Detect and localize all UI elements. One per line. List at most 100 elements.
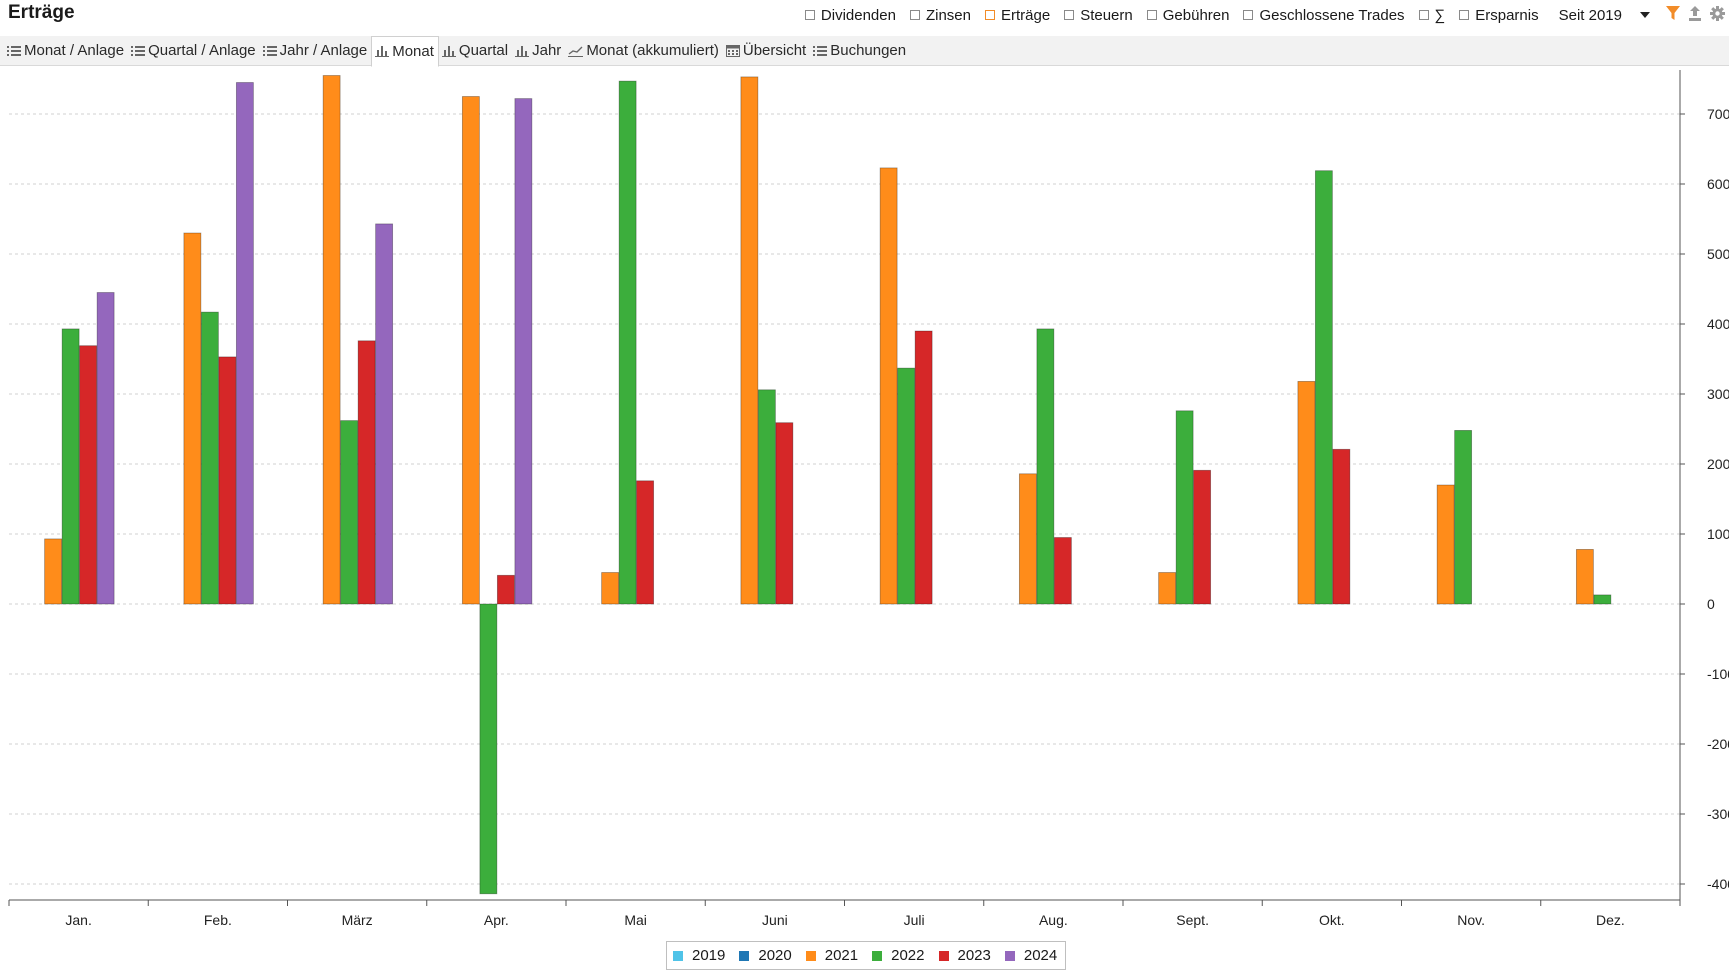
bar-2023-7[interactable]	[914, 330, 933, 605]
toggle-steuern[interactable]: Steuern	[1064, 7, 1133, 24]
toggle-ersparnis[interactable]: Ersparnis	[1459, 6, 1539, 24]
bar-2021-8[interactable]	[1018, 473, 1037, 605]
list-icon	[7, 45, 21, 56]
bar-2023-2[interactable]	[218, 356, 237, 605]
bar-2024-3[interactable]	[375, 223, 394, 605]
bar-2022-2[interactable]	[200, 311, 219, 605]
legend-item-2021[interactable]: 2021	[805, 947, 859, 964]
gear-icon[interactable]	[1710, 5, 1725, 25]
legend-item-2022[interactable]: 2022	[872, 947, 925, 964]
tab-uebersicht[interactable]: Übersicht	[723, 37, 810, 65]
tab-monat-akkumuliert[interactable]: Monat (akkumuliert)	[565, 37, 723, 65]
tab-buchungen[interactable]: Buchungen	[810, 37, 910, 65]
bar-2023-6[interactable]	[775, 422, 794, 605]
bar-2021-10[interactable]	[1297, 380, 1316, 605]
bar-2022-3[interactable]	[340, 420, 359, 605]
legend-item-2020[interactable]: 2020	[739, 947, 792, 964]
checkbox-icon[interactable]	[985, 10, 995, 20]
bar-2023-4[interactable]	[496, 574, 515, 605]
x-tick-label: Dez.	[1596, 912, 1625, 928]
bar-2022-1[interactable]	[61, 328, 80, 605]
bar-2022-9[interactable]	[1175, 410, 1194, 605]
bar-2021-11[interactable]	[1436, 484, 1455, 605]
y-tick-label: 700	[1707, 106, 1729, 122]
tab-label: Buchungen	[830, 42, 907, 59]
x-tick-label: März	[342, 912, 373, 928]
toggle-label: Dividenden	[820, 6, 896, 24]
bar-chart-icon	[375, 46, 390, 57]
bar-2024-4[interactable]	[514, 98, 533, 605]
bar-2021-12[interactable]	[1575, 548, 1594, 605]
bar-2021-1[interactable]	[44, 538, 63, 605]
bar-2023-9[interactable]	[1193, 469, 1212, 605]
x-tick-label: Feb.	[204, 912, 232, 928]
bar-2024-1[interactable]	[96, 292, 115, 605]
legend-item-2023[interactable]: 2023	[938, 947, 991, 964]
bar-2021-3[interactable]	[322, 75, 341, 605]
legend-item-2024[interactable]: 2024	[1004, 947, 1057, 964]
toggle-dividenden[interactable]: Dividenden	[804, 6, 896, 24]
period-label: Seit 2019	[1558, 6, 1622, 24]
legend-item-2019[interactable]: 2019	[673, 947, 725, 964]
bar-2021-2[interactable]	[183, 232, 202, 605]
bar-chart-icon	[441, 45, 456, 57]
toggle-ertraege[interactable]: Erträge	[985, 7, 1050, 24]
bar-2021-5[interactable]	[601, 572, 620, 605]
bar-2022-7[interactable]	[897, 367, 916, 605]
bar-2021-4[interactable]	[461, 96, 480, 605]
checkbox-icon[interactable]	[804, 10, 815, 20]
bar-2022-4[interactable]	[479, 603, 498, 895]
bar-2021-6[interactable]	[740, 76, 759, 605]
bar-2021-7[interactable]	[879, 167, 898, 605]
checkbox-icon[interactable]	[1146, 10, 1157, 20]
legend-label: 2021	[824, 947, 859, 964]
tab-jahr[interactable]: Jahr	[512, 37, 565, 65]
checkbox-icon[interactable]	[1064, 10, 1075, 20]
tab-monat[interactable]: Monat	[371, 35, 439, 67]
checkbox-icon[interactable]	[1243, 10, 1254, 20]
bar-2022-5[interactable]	[618, 80, 637, 605]
bar-2023-10[interactable]	[1332, 448, 1351, 605]
bar-2022-6[interactable]	[757, 389, 776, 605]
y-tick-label: -300	[1707, 806, 1729, 822]
checkbox-icon[interactable]	[909, 10, 920, 20]
toggle-gebuehren[interactable]: Gebühren	[1146, 7, 1229, 24]
tab-label: Monat	[392, 42, 434, 60]
tab-quartal[interactable]: Quartal	[439, 37, 512, 65]
bar-2023-3[interactable]	[357, 340, 376, 605]
x-tick-label: Juli	[904, 912, 925, 928]
tab-jahr-anlage[interactable]: Jahr / Anlage	[260, 37, 372, 65]
toggle-label: Ersparnis	[1475, 6, 1539, 24]
legend-swatch	[938, 950, 949, 961]
export-icon[interactable]	[1688, 5, 1702, 25]
checkbox-icon[interactable]	[1418, 10, 1429, 20]
bar-2022-11[interactable]	[1454, 429, 1473, 605]
x-tick-label: Sept.	[1176, 912, 1209, 928]
tab-label: Jahr / Anlage	[279, 42, 368, 59]
bar-2023-1[interactable]	[79, 345, 98, 605]
x-tick-label: Apr.	[484, 912, 509, 928]
header-bar: Erträge Dividenden Zinsen Erträge Steuer…	[0, 0, 1729, 34]
y-tick-label: 600	[1707, 176, 1729, 192]
bar-2022-12[interactable]	[1593, 594, 1612, 605]
tab-label: Monat / Anlage	[24, 42, 125, 59]
bar-2022-10[interactable]	[1314, 170, 1333, 605]
toggle-geschlossene-trades[interactable]: Geschlossene Trades	[1243, 7, 1405, 24]
legend-swatch	[805, 950, 816, 961]
tab-quartal-anlage[interactable]: Quartal / Anlage	[128, 37, 260, 65]
legend-label: 2020	[758, 947, 792, 964]
tab-monat-anlage[interactable]: Monat / Anlage	[4, 37, 128, 65]
bar-2021-9[interactable]	[1158, 572, 1177, 605]
period-dropdown[interactable]: Seit 2019	[1559, 7, 1650, 24]
bar-2024-2[interactable]	[235, 82, 254, 605]
checkbox-icon[interactable]	[1459, 10, 1470, 20]
toggle-zinsen[interactable]: Zinsen	[909, 7, 971, 24]
page-title: Erträge	[8, 2, 75, 23]
bar-2023-8[interactable]	[1053, 537, 1072, 605]
toggle-sum[interactable]: ∑	[1418, 7, 1445, 24]
bar-2023-5[interactable]	[636, 480, 655, 605]
legend-label: 2023	[957, 947, 991, 964]
y-tick-label: 300	[1707, 386, 1729, 402]
bar-2022-8[interactable]	[1036, 328, 1055, 605]
filter-icon[interactable]	[1666, 5, 1680, 25]
